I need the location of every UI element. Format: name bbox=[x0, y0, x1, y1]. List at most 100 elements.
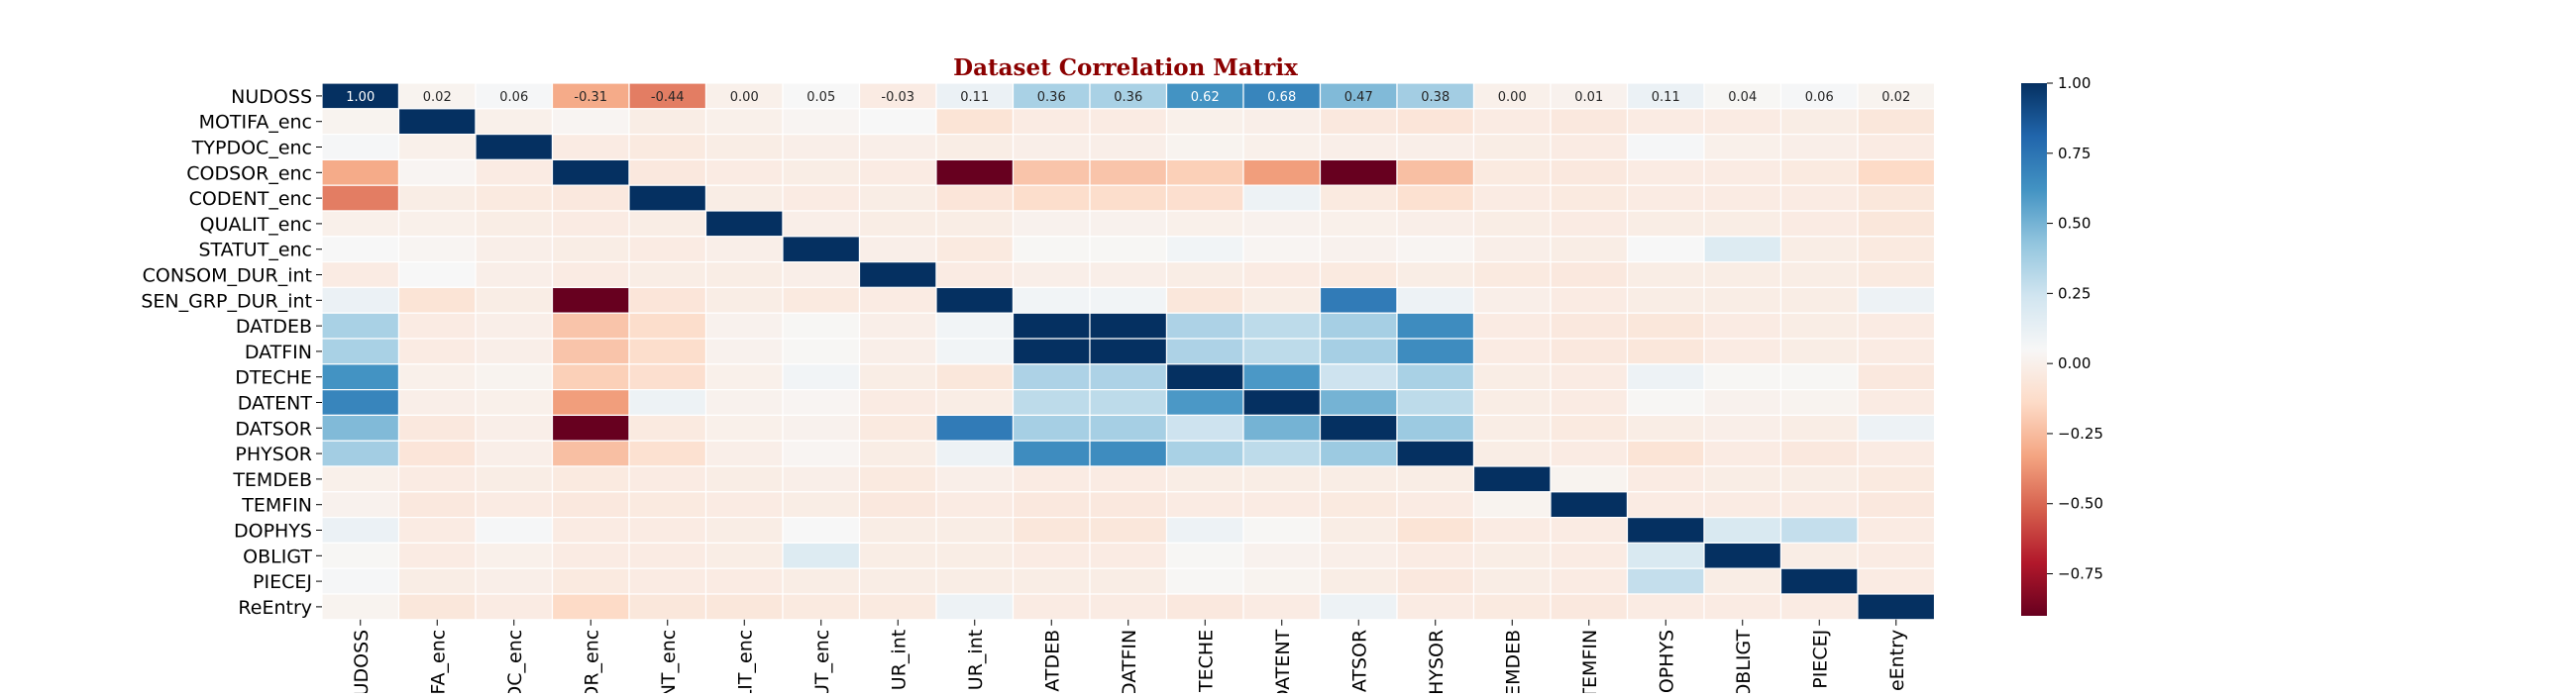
heatmap-cell bbox=[1857, 82, 1936, 110]
heatmap-cell bbox=[1703, 542, 1782, 569]
heatmap-cell bbox=[397, 440, 477, 467]
column-tick-label: EMDEB bbox=[1502, 630, 1524, 693]
heatmap-cell bbox=[1626, 567, 1705, 595]
row-tick-label: CONSOM_DUR_int bbox=[143, 265, 312, 287]
heatmap-cell bbox=[782, 465, 861, 493]
heatmap-cell bbox=[1472, 363, 1552, 391]
heatmap-cell bbox=[1626, 338, 1705, 365]
heatmap-cell bbox=[1089, 184, 1168, 212]
heatmap-cell bbox=[475, 491, 554, 519]
heatmap-cell bbox=[1319, 567, 1398, 595]
heatmap-cell bbox=[1165, 542, 1244, 569]
heatmap-cell bbox=[1472, 108, 1552, 136]
heatmap-cell bbox=[1703, 82, 1782, 110]
heatmap-cell bbox=[1396, 363, 1475, 391]
heatmap-cell bbox=[397, 465, 477, 493]
column-tick-label: DR_enc bbox=[581, 630, 602, 693]
heatmap-cell bbox=[475, 593, 554, 621]
heatmap-cell bbox=[475, 184, 554, 212]
heatmap-cell bbox=[1242, 389, 1322, 417]
heatmap-cell bbox=[1703, 338, 1782, 365]
heatmap-cell bbox=[782, 134, 861, 161]
heatmap-cell bbox=[935, 210, 1015, 238]
heatmap-cell bbox=[1550, 542, 1629, 569]
row-tick-label: DATFIN bbox=[245, 342, 312, 363]
heatmap-cell bbox=[1242, 261, 1322, 289]
heatmap-cell bbox=[321, 312, 400, 340]
heatmap-cell bbox=[1089, 261, 1168, 289]
heatmap-cell bbox=[628, 593, 707, 621]
heatmap-cell bbox=[1319, 491, 1398, 519]
heatmap-cell bbox=[935, 312, 1015, 340]
column-labels: UDOSS FA_enc DC_enc DR_enc NT_enc LIT_enc UT_e… bbox=[351, 619, 1908, 698]
heatmap-cell bbox=[1779, 134, 1859, 161]
heatmap-cell bbox=[1012, 82, 1091, 110]
heatmap-cell bbox=[551, 465, 630, 493]
heatmap-cell bbox=[704, 108, 784, 136]
heatmap-cell bbox=[1242, 108, 1322, 136]
heatmap-cell bbox=[1089, 542, 1168, 569]
heatmap-cell bbox=[1012, 414, 1091, 442]
heatmap-cell bbox=[935, 491, 1015, 519]
heatmap-cell bbox=[397, 210, 477, 238]
heatmap-cell bbox=[1319, 389, 1398, 417]
heatmap-cell bbox=[782, 286, 861, 314]
row-labels: NUDOSS MOTIFA_enc TYPDOC_enc CODSOR_enc CODE… bbox=[141, 86, 322, 619]
heatmap-cell bbox=[1396, 108, 1475, 136]
heatmap-cell bbox=[1319, 516, 1398, 544]
heatmap-cell bbox=[551, 516, 630, 544]
column-tick-label: UDOSS bbox=[351, 630, 373, 693]
heatmap-cell bbox=[858, 491, 937, 519]
heatmap-cell bbox=[782, 363, 861, 391]
heatmap-cell bbox=[1396, 134, 1475, 161]
heatmap-cell bbox=[1319, 236, 1398, 263]
heatmap-cell bbox=[1396, 236, 1475, 263]
heatmap-cell bbox=[551, 312, 630, 340]
heatmap-cell bbox=[1242, 516, 1322, 544]
heatmap-cell bbox=[1472, 210, 1552, 238]
heatmap-cell bbox=[858, 593, 937, 621]
heatmap-cell bbox=[1396, 414, 1475, 442]
heatmap-cell bbox=[704, 491, 784, 519]
heatmap-cell bbox=[628, 158, 707, 186]
heatmap-cell bbox=[1550, 516, 1629, 544]
heatmap-cell bbox=[1089, 134, 1168, 161]
heatmap-cell bbox=[1396, 158, 1475, 186]
heatmap-cell bbox=[1319, 261, 1398, 289]
heatmap-cell bbox=[475, 338, 554, 365]
heatmap-cell bbox=[935, 158, 1015, 186]
heatmap-cell bbox=[782, 593, 861, 621]
heatmap-cell bbox=[1703, 261, 1782, 289]
heatmap-cell bbox=[551, 440, 630, 467]
heatmap-cell bbox=[1165, 516, 1244, 544]
heatmap-cell bbox=[1550, 491, 1629, 519]
heatmap-cell bbox=[1396, 312, 1475, 340]
heatmap-cell bbox=[1089, 491, 1168, 519]
row-tick-label: DATDEB bbox=[236, 316, 312, 338]
heatmap-cell bbox=[1012, 363, 1091, 391]
column-tick-label: FA_enc bbox=[427, 630, 449, 693]
heatmap-cell bbox=[1626, 491, 1705, 519]
heatmap-cell bbox=[1857, 236, 1936, 263]
heatmap-cell bbox=[782, 312, 861, 340]
heatmap-cell bbox=[1857, 184, 1936, 212]
heatmap-cell bbox=[1626, 134, 1705, 161]
heatmap-cell bbox=[1703, 210, 1782, 238]
cell-annotation: 0.36 bbox=[1114, 90, 1142, 105]
heatmap-cell bbox=[1319, 286, 1398, 314]
cell-annotation: 0.00 bbox=[730, 90, 759, 105]
heatmap-cell bbox=[782, 158, 861, 186]
cell-annotation: -0.31 bbox=[574, 90, 607, 105]
heatmap-cell bbox=[628, 414, 707, 442]
heatmap-cell bbox=[1779, 312, 1859, 340]
column-tick-label: UR_int bbox=[965, 630, 987, 690]
heatmap-cell bbox=[1472, 82, 1552, 110]
heatmap-cell bbox=[628, 134, 707, 161]
colorbar-tick-label: 0.00 bbox=[2058, 354, 2091, 372]
heatmap-cell bbox=[858, 363, 937, 391]
heatmap-cell bbox=[704, 82, 784, 110]
heatmap-cell bbox=[397, 542, 477, 569]
heatmap-cell bbox=[1550, 465, 1629, 493]
heatmap-cell bbox=[1012, 338, 1091, 365]
